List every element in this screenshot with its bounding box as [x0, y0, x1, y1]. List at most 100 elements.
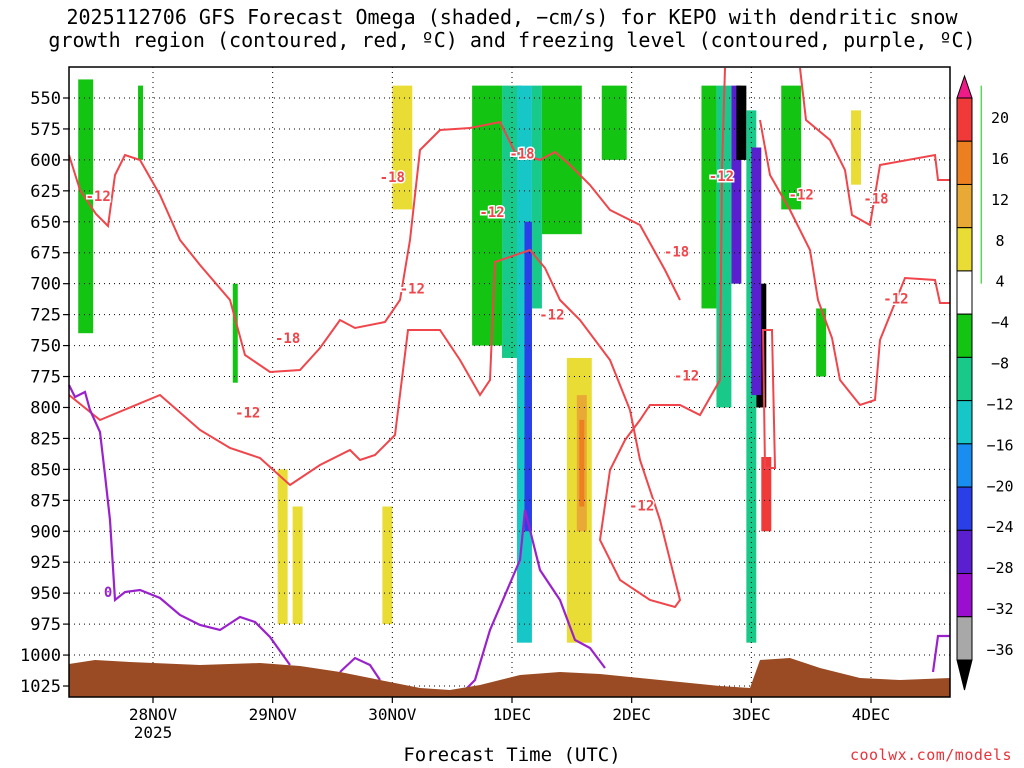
dgz-contour-label: -18 — [509, 147, 534, 163]
omega-cell — [851, 110, 862, 185]
colorbar-label: −28 — [986, 559, 1013, 577]
colorbar-label: −4 — [991, 314, 1009, 332]
omega-cell — [531, 85, 542, 309]
dgz-contour-label: -12 — [789, 188, 814, 204]
dgz-contour-label: -12 — [883, 292, 908, 308]
omega-cell — [541, 85, 582, 235]
time-tick-label: 2DEC — [612, 705, 651, 724]
freezing-contour-label: 0 — [104, 585, 112, 601]
dgz-contour-line — [799, 67, 950, 227]
time-tick-label: 29NOV — [249, 705, 298, 724]
x-axis-title: Forecast Time (UTC) — [403, 744, 621, 766]
colorbar-label: 16 — [991, 150, 1009, 168]
pressure-tick-label: 825 — [30, 429, 61, 449]
omega-cell — [751, 147, 762, 396]
colorbar-label: 8 — [995, 232, 1004, 250]
omega-cell — [524, 221, 532, 532]
pressure-tick-label: 1000 — [20, 646, 61, 666]
colorbar-label: −20 — [986, 477, 1013, 495]
colorbar-swatch — [956, 529, 973, 575]
colorbar-swatch — [956, 486, 973, 531]
credit-link[interactable]: coolwx.com/models — [849, 746, 1012, 764]
freezing-contour-line — [931, 634, 950, 673]
omega-cell — [232, 283, 238, 383]
colorbar-swatch — [956, 270, 973, 315]
omega-cell — [138, 85, 144, 160]
colorbar: 20 16 12 8 4 −4 −8 −12 −16 −20 −24 −28 −32 −36 — [956, 74, 1014, 691]
colorbar-swatch — [956, 183, 973, 229]
colorbar-label: −8 — [991, 355, 1009, 373]
omega-cell — [816, 308, 827, 377]
dgz-contour-label: -12 — [674, 368, 699, 384]
pressure-tick-label: 550 — [30, 89, 61, 109]
omega-shading-layer — [78, 79, 982, 643]
colorbar-swatch — [956, 227, 973, 272]
omega-cell — [601, 85, 627, 160]
plot-frame — [68, 66, 951, 698]
freezing-level-contour — [68, 384, 950, 691]
omega-cell — [392, 85, 413, 210]
colorbar-label: −24 — [986, 518, 1013, 536]
colorbar-label: −12 — [986, 395, 1013, 413]
colorbar-label: −32 — [986, 600, 1013, 618]
pressure-tick-label: 625 — [30, 182, 61, 202]
pressure-axis: 550 575 600 625 650 675 700 725 750 775 800 825 850 8… — [20, 89, 69, 697]
pressure-tick-label: 950 — [30, 584, 61, 604]
time-tick-label: 4DEC — [852, 705, 891, 724]
pressure-tick-label: 700 — [30, 275, 61, 295]
colorbar-swatch — [956, 400, 973, 445]
freezing-contour-line — [339, 656, 381, 681]
pressure-tick-label: 725 — [30, 306, 61, 326]
colorbar-swatch — [956, 616, 973, 661]
dgz-contour-line — [761, 329, 777, 469]
omega-cell — [472, 85, 503, 346]
omega-cell — [731, 85, 742, 284]
colorbar-bottom-arrow — [956, 659, 973, 691]
pressure-tick-label: 675 — [30, 244, 61, 264]
dendritic-growth-contours — [68, 67, 950, 609]
colorbar-swatch — [956, 97, 973, 142]
time-tick-label: 1DEC — [493, 705, 532, 724]
pressure-tick-label: 575 — [30, 120, 61, 140]
dgz-contour-label: -12 — [86, 189, 111, 205]
colorbar-swatch — [956, 140, 973, 185]
pressure-tick-label: 850 — [30, 460, 61, 480]
colorbar-swatch — [956, 573, 973, 618]
time-tick-label: 30NOV — [368, 705, 417, 724]
omega-cell — [761, 456, 772, 532]
omega-cell — [78, 79, 94, 334]
freezing-contour-line — [68, 384, 291, 666]
omega-cell — [781, 85, 802, 210]
dgz-contour-label: -12 — [629, 498, 654, 514]
dgz-contour-label: -12 — [709, 169, 734, 185]
terrain-ground — [69, 658, 950, 697]
dgz-contour-label: -12 — [400, 282, 425, 298]
contour-labels: -12 -18 -12 -18 -12 -18 -12 -12 -18 -12 -12 -12 -12 -… — [84, 145, 910, 602]
dgz-contour-line — [759, 119, 950, 407]
pressure-tick-label: 650 — [30, 213, 61, 233]
colorbar-top-arrow — [956, 74, 973, 99]
dgz-contour-label: -12 — [539, 308, 564, 324]
omega-cell — [579, 419, 585, 507]
omega-cell — [980, 85, 982, 284]
terrain-fill — [69, 658, 950, 697]
freezing-contour-line — [464, 509, 606, 691]
omega-cell — [736, 85, 747, 160]
dgz-contour-label: -12 — [479, 205, 504, 221]
colorbar-swatch — [956, 313, 973, 358]
colorbar-label: 12 — [991, 191, 1009, 209]
dgz-contour-line — [68, 67, 726, 609]
title-line-1: 2025112706 GFS Forecast Omega (shaded, −… — [66, 5, 958, 29]
pressure-tick-label: 775 — [30, 368, 61, 388]
pressure-tick-label: 750 — [30, 337, 61, 357]
dgz-contour-line — [68, 120, 681, 374]
colorbar-label: −36 — [986, 641, 1013, 659]
colorbar-label: 4 — [995, 273, 1004, 291]
colorbar-label: −16 — [986, 436, 1013, 454]
dgz-contour-label: -18 — [380, 170, 405, 186]
dgz-contour-label: -18 — [275, 331, 300, 347]
time-tick-label: 3DEC — [732, 705, 771, 724]
colorbar-swatch — [956, 443, 973, 488]
pressure-tick-label: 925 — [30, 553, 61, 573]
